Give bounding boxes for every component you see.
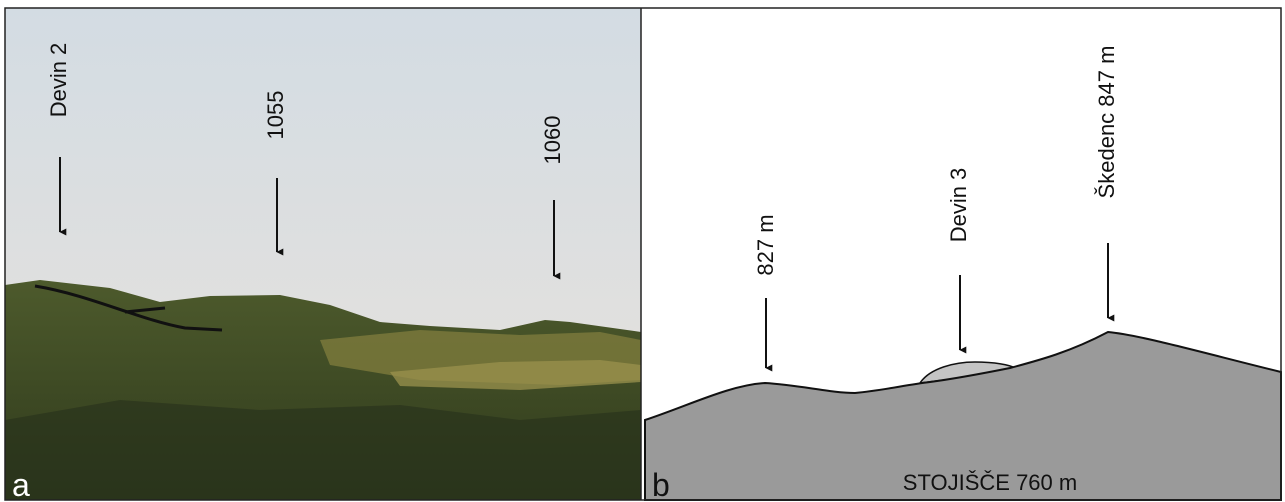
peak-label: Škedenc 847 m (1094, 46, 1119, 199)
panel-letter: a (12, 467, 30, 502)
peak-label: 827 m (753, 214, 778, 275)
peak-label: Devin 3 (946, 168, 971, 243)
base-label: STOJIŠČE 760 m (903, 470, 1077, 495)
peak-label: 1055 (263, 91, 288, 140)
panel-letter: b (652, 467, 670, 502)
panel-b: 827 m Devin 3 Škedenc 847 m STOJIŠČE 760… (641, 8, 1281, 502)
figure: Devin 2 1055 1060 a 827 m Devin 3 Škeden… (0, 0, 1285, 502)
panel-a: Devin 2 1055 1060 a (5, 8, 641, 502)
peak-label: 1060 (540, 116, 565, 165)
peak-label: Devin 2 (46, 43, 71, 118)
